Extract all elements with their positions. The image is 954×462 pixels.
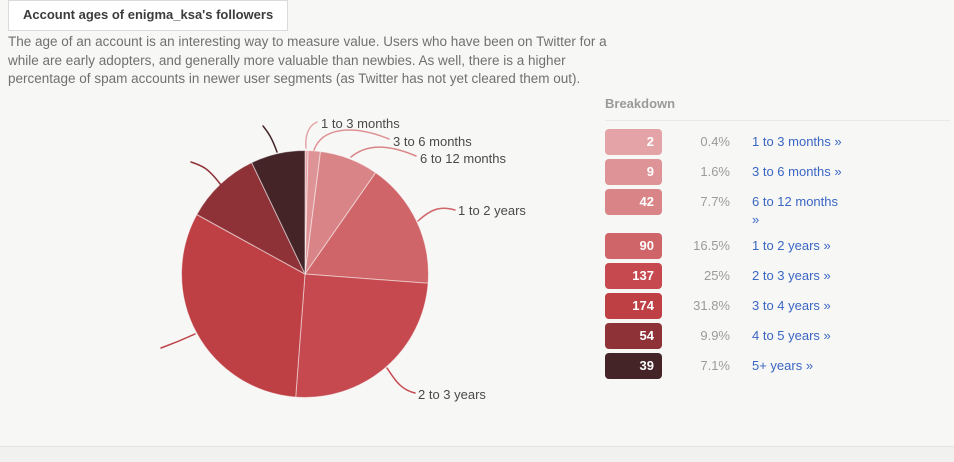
breakdown-row-5-plus-years: 39 7.1% 5+ years » (605, 353, 950, 379)
breakdown-rows: 2 0.4% 1 to 3 months » 9 1.6% 3 to 6 mon… (605, 129, 950, 379)
count-badge: 9 (605, 159, 662, 185)
segment-link-1-to-2-years[interactable]: 1 to 2 years » (752, 238, 831, 253)
breakdown-row-6-to-12-months: 42 7.7% 6 to 12 months » (605, 189, 950, 229)
segment-link-3-to-6-months[interactable]: 3 to 6 months » (752, 164, 842, 179)
leader-line-0 (305, 121, 318, 149)
breakdown-title: Breakdown (605, 96, 950, 121)
percent-label: 31.8% (693, 298, 730, 313)
breakdown-row-3-to-6-months: 9 1.6% 3 to 6 months » (605, 159, 950, 185)
percent-label: 7.1% (700, 358, 730, 373)
breakdown-row-2-to-3-years: 137 25% 2 to 3 years » (605, 263, 950, 289)
description-text: The age of an account is an interesting … (8, 34, 607, 86)
leader-line-7 (262, 125, 278, 153)
percent-label: 7.7% (700, 194, 730, 209)
breakdown-panel: Breakdown 2 0.4% 1 to 3 months » 9 1.6% … (605, 96, 950, 383)
breakdown-row-3-to-4-years: 174 31.8% 3 to 4 years » (605, 293, 950, 319)
count-badge: 39 (605, 353, 662, 379)
pie-chart-svg (160, 121, 456, 398)
segment-link-1-to-3-months[interactable]: 1 to 3 months » (752, 134, 842, 149)
pie-slice-4[interactable] (295, 273, 429, 398)
percent-label: 16.5% (693, 238, 730, 253)
footer-divider (0, 446, 954, 462)
percent-label: 1.6% (700, 164, 730, 179)
pie-chart: 1 to 3 months 3 to 6 months 6 to 12 mont… (160, 116, 526, 402)
segment-link-2-to-3-years[interactable]: 2 to 3 years » (752, 268, 831, 283)
pie-label-3-to-6-months: 3 to 6 months (393, 134, 472, 149)
pie-label-2-to-3-years: 2 to 3 years (418, 387, 486, 402)
pie-label-1-to-2-years: 1 to 2 years (458, 203, 526, 218)
pie-slice-7[interactable] (251, 149, 306, 275)
segment-link-6-to-12-months[interactable]: 6 to 12 months » (752, 194, 838, 227)
count-badge: 90 (605, 233, 662, 259)
pie-label-6-to-12-months: 6 to 12 months (420, 151, 506, 166)
count-badge: 54 (605, 323, 662, 349)
pie-slice-5[interactable] (181, 213, 306, 398)
pie-label-1-to-3-months: 1 to 3 months (321, 116, 400, 131)
breakdown-row-4-to-5-years: 54 9.9% 4 to 5 years » (605, 323, 950, 349)
leader-line-6 (190, 161, 222, 186)
breakdown-row-1-to-2-years: 90 16.5% 1 to 2 years » (605, 233, 950, 259)
percent-label: 25% (703, 268, 730, 283)
segment-link-3-to-4-years[interactable]: 3 to 4 years » (752, 298, 831, 313)
breakdown-row-1-to-3-months: 2 0.4% 1 to 3 months » (605, 129, 950, 155)
leader-line-2 (350, 146, 417, 158)
leader-line-3 (417, 207, 456, 222)
leader-line-5 (160, 333, 196, 349)
count-badge: 137 (605, 263, 662, 289)
pie-slice-3[interactable] (304, 172, 429, 284)
percent-label: 9.9% (700, 328, 730, 343)
count-badge: 174 (605, 293, 662, 319)
panel-title-tab: Account ages of enigma_ksa's followers (8, 0, 289, 31)
panel-title: Account ages of enigma_ksa's followers (23, 7, 274, 22)
leader-line-1 (313, 129, 390, 151)
percent-label: 0.4% (700, 134, 730, 149)
count-badge: 2 (605, 129, 662, 155)
count-badge: 42 (605, 189, 662, 215)
segment-link-5-plus-years[interactable]: 5+ years » (752, 358, 814, 373)
leader-line-4 (386, 367, 416, 394)
segment-link-4-to-5-years[interactable]: 4 to 5 years » (752, 328, 831, 343)
